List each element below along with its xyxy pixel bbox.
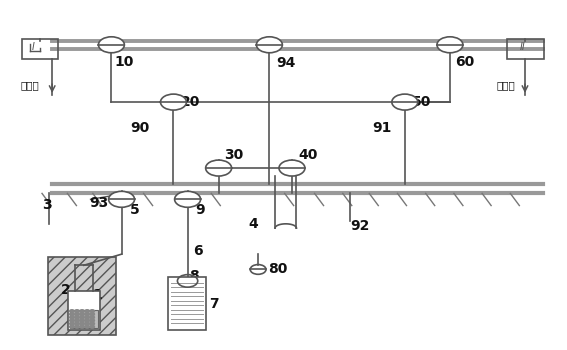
Text: 9: 9 <box>196 203 205 217</box>
Text: 3: 3 <box>42 197 52 211</box>
Text: 91: 91 <box>373 121 392 135</box>
Circle shape <box>90 310 95 313</box>
Circle shape <box>90 316 95 319</box>
Circle shape <box>80 313 84 316</box>
Circle shape <box>80 310 84 313</box>
Circle shape <box>80 319 84 322</box>
Text: 6: 6 <box>193 244 203 258</box>
Circle shape <box>109 191 134 207</box>
Circle shape <box>80 322 84 325</box>
Text: II: II <box>520 42 526 52</box>
Text: 93: 93 <box>89 196 108 210</box>
Text: 30: 30 <box>225 148 243 162</box>
Circle shape <box>75 316 79 319</box>
Bar <box>48 257 116 335</box>
Circle shape <box>85 313 90 316</box>
Circle shape <box>392 94 418 110</box>
Circle shape <box>206 160 231 176</box>
Circle shape <box>75 313 79 316</box>
Text: 60: 60 <box>456 55 475 69</box>
Circle shape <box>70 322 74 325</box>
Circle shape <box>160 94 187 110</box>
Circle shape <box>80 326 84 328</box>
Circle shape <box>75 322 79 325</box>
Text: 8: 8 <box>189 269 199 283</box>
Circle shape <box>80 316 84 319</box>
Text: 50: 50 <box>412 95 431 109</box>
Text: 20: 20 <box>181 95 200 109</box>
Text: 高真空: 高真空 <box>496 80 515 90</box>
Circle shape <box>99 37 124 53</box>
Text: 92: 92 <box>350 219 370 233</box>
Bar <box>507 38 544 59</box>
Circle shape <box>175 191 201 207</box>
Text: I: I <box>32 42 35 52</box>
Circle shape <box>90 319 95 322</box>
Circle shape <box>85 319 90 322</box>
Circle shape <box>70 313 74 316</box>
Circle shape <box>70 316 74 319</box>
Text: 94: 94 <box>277 56 296 70</box>
Text: 4: 4 <box>248 217 258 231</box>
Circle shape <box>90 322 95 325</box>
Text: 40: 40 <box>298 148 318 162</box>
Circle shape <box>75 310 79 313</box>
Circle shape <box>75 319 79 322</box>
Text: 7: 7 <box>209 297 219 311</box>
Text: 低真空: 低真空 <box>20 80 39 90</box>
Circle shape <box>70 326 74 328</box>
Text: 1: 1 <box>93 288 103 302</box>
Circle shape <box>437 37 463 53</box>
Bar <box>168 278 206 329</box>
Bar <box>68 291 100 329</box>
Circle shape <box>85 322 90 325</box>
Text: 2: 2 <box>61 282 70 296</box>
Bar <box>22 38 58 59</box>
Circle shape <box>256 37 282 53</box>
Bar <box>70 310 98 328</box>
Circle shape <box>90 326 95 328</box>
Circle shape <box>85 310 90 313</box>
Text: 90: 90 <box>130 121 149 135</box>
Circle shape <box>70 310 74 313</box>
Circle shape <box>85 326 90 328</box>
Circle shape <box>85 316 90 319</box>
Text: 80: 80 <box>268 262 287 276</box>
Circle shape <box>75 326 79 328</box>
Circle shape <box>279 160 305 176</box>
Text: 10: 10 <box>114 55 134 69</box>
Circle shape <box>90 313 95 316</box>
Text: 5: 5 <box>130 203 140 217</box>
Circle shape <box>70 319 74 322</box>
